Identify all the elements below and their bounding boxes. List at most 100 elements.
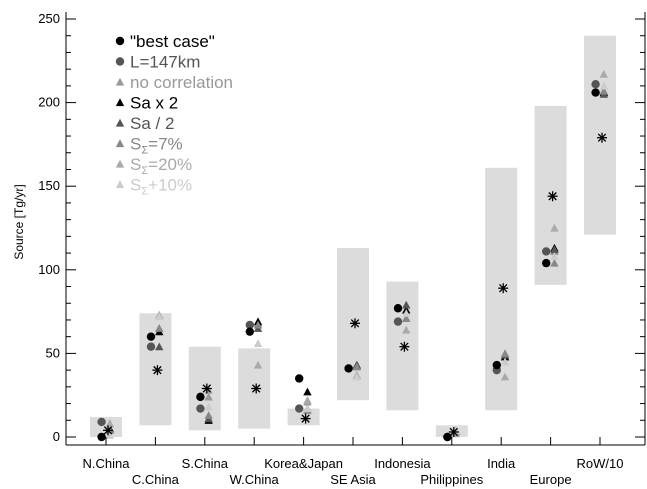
x-tick-label: Europe [530,472,572,487]
data-point [402,300,411,309]
data-point [155,342,164,351]
data-point [146,342,156,351]
legend-label-sub: Σ [141,186,148,198]
y-axis: 0 50 100 150 200 250 [38,11,646,445]
data-point [599,81,609,90]
x-axis: N.ChinaC.ChinaS.ChinaW.ChinaKorea&JapanS… [66,437,645,487]
legend-marker [115,36,125,46]
legend-marker [115,139,125,148]
data-point [245,320,254,330]
reference-point [498,283,509,294]
data-point [295,404,304,413]
data-point [245,327,254,336]
reference-point [300,413,311,424]
asterisk-stroke [449,427,459,437]
x-tick-label: N.China [83,456,131,471]
x-tick-label: C.China [132,472,180,487]
reference-point [350,318,360,329]
data-point [155,324,164,332]
asterisk-stroke [153,365,162,375]
x-tick-label: Korea&Japan [264,456,343,471]
data-point [196,404,205,413]
asterisk-stroke [301,414,310,423]
x-tick-label: S.China [182,456,229,471]
legend-label: SΣ+10% [130,176,192,198]
legend-label: Sa / 2 [130,114,174,133]
asterisk-stroke [498,283,508,293]
data-point [393,304,403,313]
data-point [500,357,510,366]
data-point [303,396,312,404]
data-point [97,432,106,442]
data-point [253,339,263,347]
asterisk-stroke [597,133,607,142]
range-box [386,281,419,411]
asterisk-stroke [202,384,212,393]
data-point [253,360,263,369]
data-point [146,332,156,341]
range-box [485,167,518,411]
legend-marker [115,118,125,127]
reference-point [448,426,459,437]
legend-marker [115,180,125,189]
legend-marker [115,98,125,107]
data-point [500,372,510,381]
data-point [196,392,205,402]
reference-markers [103,132,607,437]
reference-point [251,383,262,394]
legend-marker [115,57,125,66]
asterisk-stroke [400,342,409,351]
data-point [550,245,559,254]
data-point [352,362,362,371]
reference-point [399,341,410,352]
reference-point [597,132,607,143]
data-point [204,411,213,419]
legend-label-main: S [130,135,141,154]
data-point [550,258,559,267]
data-point [253,320,263,329]
legend-label: SΣ=7% [130,135,183,157]
x-tick-label: SE Asia [330,472,376,487]
y-tick-label: 200 [38,95,60,110]
data-point [344,364,353,373]
legend-label-sub: Σ [141,165,148,177]
data-point [393,317,403,326]
reference-point [152,365,163,376]
data-point [303,404,312,413]
data-point [591,88,600,97]
legend-label-main: S [130,155,141,174]
data-point [155,312,164,321]
y-tick-label: 150 [38,178,60,193]
data-point [599,69,609,78]
reference-point [547,191,558,202]
legend-marker [115,77,125,86]
reference-point [103,425,113,436]
data-point [105,419,115,428]
legend-label-sub: Σ [141,145,148,157]
legend-label: "best case" [130,32,215,51]
legend-label-rest: =20% [148,155,192,174]
data-point [443,432,452,442]
range-box [534,105,567,285]
data-point [352,372,362,381]
data-point [542,247,551,256]
range-box [337,248,369,401]
asterisk-stroke [350,319,360,328]
data-point [492,360,501,370]
data-point [550,252,559,260]
y-axis-title: Source [Tg/yr] [12,184,26,259]
legend-label-rest: +10% [148,176,192,195]
x-tick-label: W.China [230,472,280,487]
data-point [402,314,411,322]
asterisk-stroke [103,426,113,435]
data-point [591,80,600,89]
y-tick-label: 250 [38,11,60,26]
y-tick-label: 0 [53,429,60,444]
x-tick-label: Indonesia [374,456,431,471]
data-point [402,309,411,317]
asterisk-stroke [251,384,261,393]
asterisk-stroke [548,192,557,201]
legend-label-rest: =7% [148,135,183,154]
data-point [204,392,213,401]
